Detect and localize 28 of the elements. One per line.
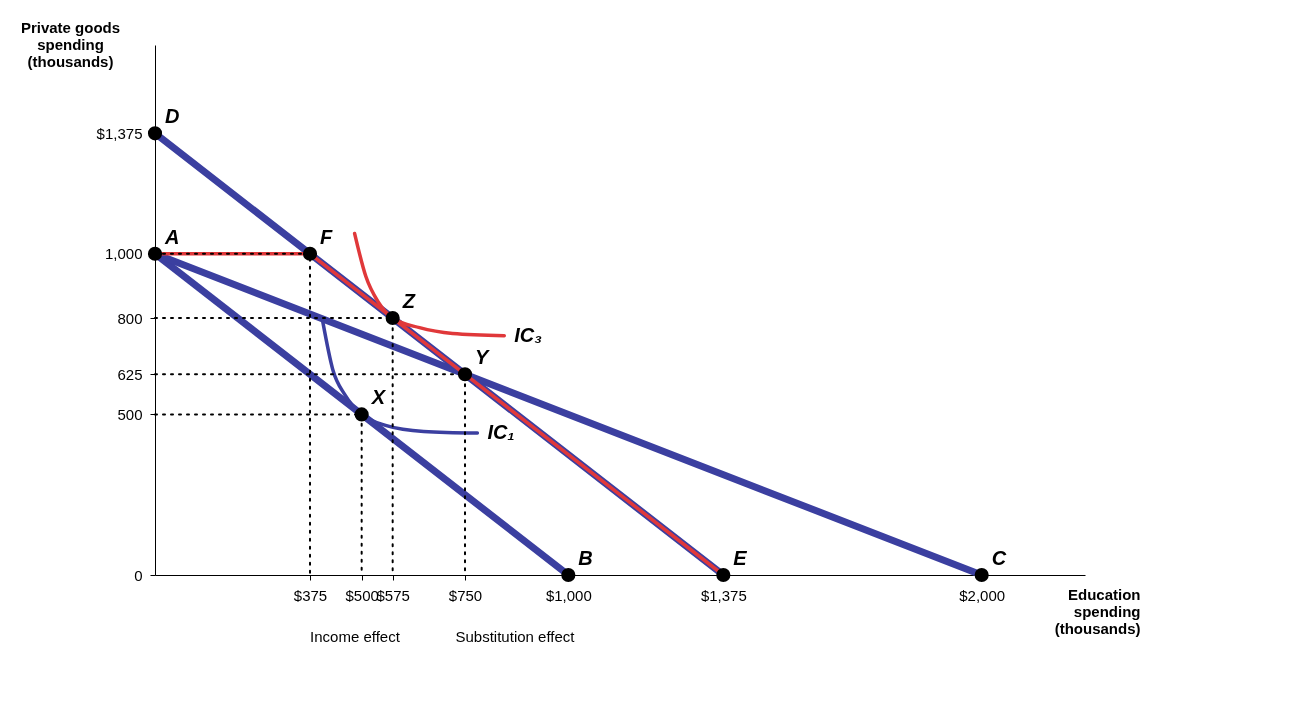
annotation: A [164, 225, 180, 248]
annotation: D [165, 105, 180, 128]
y-tick-label: 1,000 [104, 245, 143, 263]
text: Substitution effect [455, 628, 576, 645]
x-axis-title: Education spending (thousands) [1054, 585, 1141, 637]
x-tick-label: $500 [345, 586, 379, 604]
annotation: Y [475, 346, 490, 369]
x-tick-label: $375 [293, 586, 328, 604]
annotation: F [320, 225, 333, 248]
series-label: IC₁ [487, 421, 515, 444]
y-tick-label: 800 [117, 309, 143, 327]
y-axis-title: Private goods spending (thousands) [20, 18, 121, 70]
x-tick-label: $2,000 [959, 586, 1006, 604]
annotation: C [991, 547, 1007, 569]
y-tick-label: 0 [134, 566, 143, 584]
text: Income effect [310, 628, 401, 645]
y-tick-label: 500 [117, 405, 143, 423]
y-tick-label: $1,375 [96, 124, 143, 142]
annotation: E [733, 547, 748, 569]
annotation: B [578, 547, 593, 569]
series-label: IC₃ [514, 323, 543, 346]
x-tick-label: $575 [376, 586, 410, 604]
x-tick-label: $1,000 [545, 586, 592, 604]
y-tick-label: 625 [117, 365, 143, 383]
x-tick-label: $750 [448, 586, 483, 604]
annotation: Z [401, 290, 416, 313]
annotation: X [370, 386, 387, 409]
x-tick-label: $1,375 [700, 586, 747, 604]
